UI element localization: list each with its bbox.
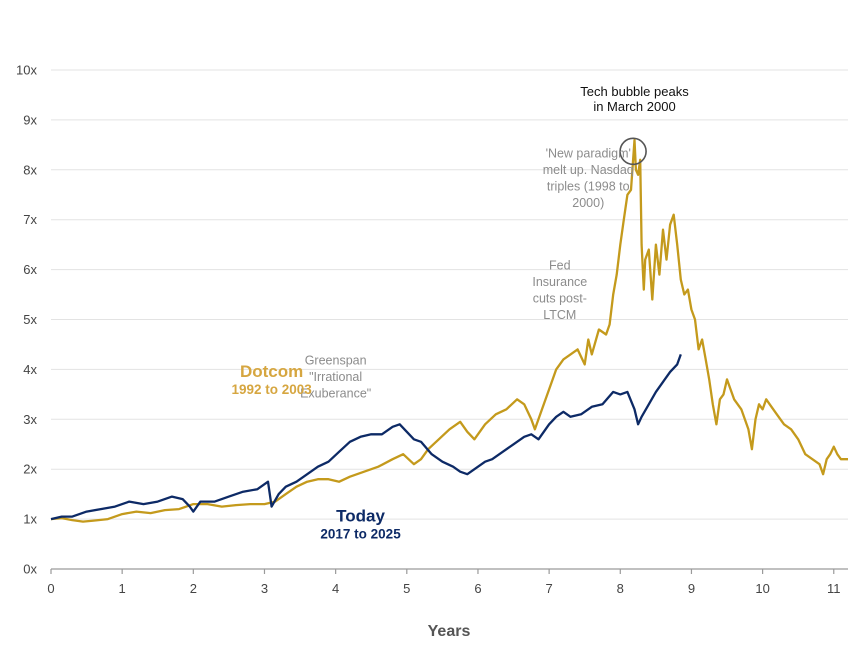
annotation-greenspan: Greenspan "Irrational Exuberance" xyxy=(300,353,371,400)
series-label-today: Today xyxy=(336,507,385,526)
annotation-greenspan-line: Exuberance" xyxy=(300,386,371,400)
peak-callout-line: Tech bubble peaks xyxy=(580,84,689,99)
x-tick-label-4: 4 xyxy=(332,581,339,596)
x-axis-ticks: 0 1 2 3 4 5 6 7 8 9 10 11 xyxy=(47,569,841,596)
series-line-today xyxy=(50,354,682,521)
annotation-greenspan-line: "Irrational xyxy=(309,370,362,384)
series-period-today: 2017 to 2025 xyxy=(320,527,401,542)
series-period-dotcom: 1992 to 2003 xyxy=(231,382,312,397)
x-axis-title: Years xyxy=(428,623,471,640)
x-tick-label-11: 11 xyxy=(827,581,841,596)
annotation-paradigm: 'New paradigm' melt up. Nasdaq triples (19… xyxy=(543,146,634,210)
series-line-dotcom xyxy=(50,138,848,523)
y-tick-label-10x: 10x xyxy=(16,63,37,78)
x-tick-label-5: 5 xyxy=(403,581,410,596)
annotation-fed-line: LTCM xyxy=(543,308,576,322)
y-tick-label-8x: 8x xyxy=(23,162,37,177)
series-label-dotcom: Dotcom xyxy=(240,362,303,381)
x-tick-label-8: 8 xyxy=(617,581,624,596)
annotation-greenspan-line: Greenspan xyxy=(305,353,367,367)
x-tick-label-1: 1 xyxy=(119,581,126,596)
x-tick-label-3: 3 xyxy=(261,581,268,596)
y-tick-label-7x: 7x xyxy=(23,212,37,227)
y-tick-label-3x: 3x xyxy=(23,412,37,427)
x-tick-label-9: 9 xyxy=(688,581,695,596)
y-tick-label-1x: 1x xyxy=(23,512,37,527)
annotation-fed-line: Fed xyxy=(549,259,571,273)
y-tick-label-0x: 0x xyxy=(23,562,37,577)
y-tick-label-9x: 9x xyxy=(23,112,37,127)
grid-lines xyxy=(51,69,848,520)
annotations: Greenspan "Irrational Exuberance" Fed Insura… xyxy=(300,84,689,400)
annotation-paradigm-line: 2000) xyxy=(572,196,604,210)
x-tick-label-6: 6 xyxy=(474,581,481,596)
x-tick-label-7: 7 xyxy=(546,581,553,596)
y-axis-ticks: 0x 1x 2x 3x 4x 5x 6x 7x 8x 9x 10x xyxy=(16,63,37,577)
peak-callout-line: in March 2000 xyxy=(593,99,675,114)
peak-callout: Tech bubble peaks in March 2000 xyxy=(580,84,689,114)
annotation-fed: Fed Insurance cuts post- LTCM xyxy=(532,259,587,323)
annotation-fed-line: cuts post- xyxy=(533,292,587,306)
annotation-paradigm-line: triples (1998 to xyxy=(547,179,630,193)
x-tick-label-0: 0 xyxy=(47,581,54,596)
y-tick-label-4x: 4x xyxy=(23,362,37,377)
annotation-paradigm-line: 'New paradigm' xyxy=(546,146,631,160)
y-tick-label-5x: 5x xyxy=(23,312,37,327)
y-tick-label-2x: 2x xyxy=(23,462,37,477)
x-tick-label-2: 2 xyxy=(190,581,197,596)
annotation-paradigm-line: melt up. Nasdaq xyxy=(543,163,634,177)
y-tick-label-6x: 6x xyxy=(23,262,37,277)
annotation-fed-line: Insurance xyxy=(532,275,587,289)
peak-highlight-circle xyxy=(619,137,647,166)
x-tick-label-10: 10 xyxy=(755,581,769,596)
